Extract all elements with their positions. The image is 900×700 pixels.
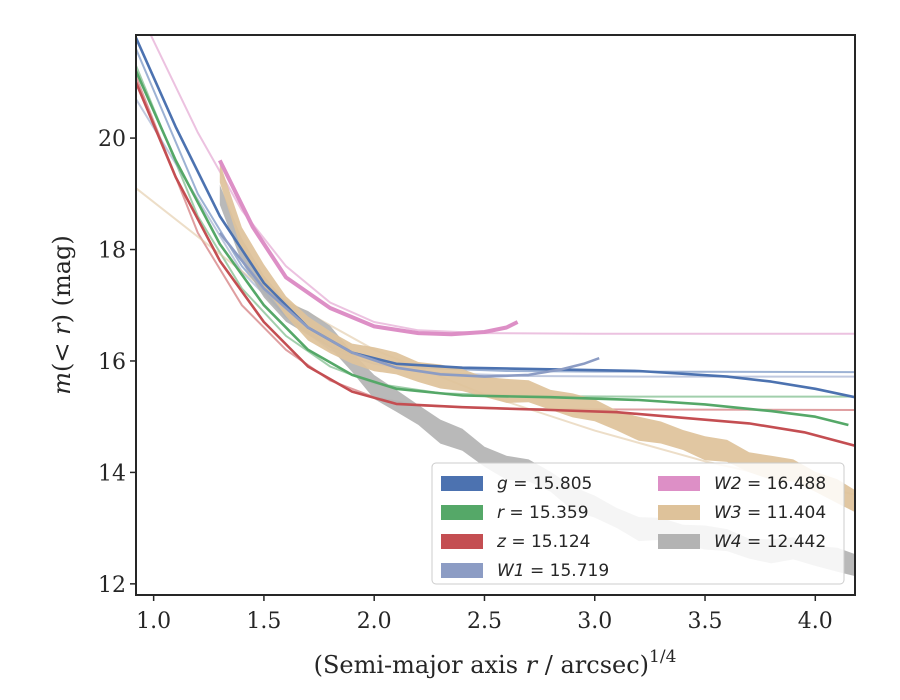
legend-swatch-w1 [441,563,483,578]
y-tick-label: 16 [98,350,126,375]
legend-label-w2: W2 = 16.488 [714,474,826,494]
series-band-w3 [219,162,855,513]
x-axis-label: (Semi-major axis r / arcsec)1/4 [314,647,677,679]
x-tick-label: 3.5 [688,609,723,634]
x-tick-label: 1.0 [136,609,171,634]
legend-label-r: r = 15.359 [497,503,589,523]
legend-swatch-w4 [658,534,700,549]
x-tick-label: 2.0 [357,609,392,634]
x-tick-label: 3.0 [577,609,612,634]
legend-swatch-g [441,476,483,491]
y-axis-label: m(< r) (mag) [48,235,76,395]
legend-label-w3: W3 = 11.404 [714,503,826,523]
legend-label-z: z = 15.124 [496,532,590,552]
legend-swatch-w2 [658,476,700,491]
legend-swatch-r [441,505,483,520]
x-axis: 1.0 1.5 2.0 2.5 3.0 3.5 4.0 [136,595,833,634]
series-line-g [136,37,855,399]
legend-box [431,462,845,585]
series-line-r [136,70,849,427]
series-line-z [136,81,855,447]
plot-frame [135,34,856,596]
legend-label-g: g = 15.805 [497,474,592,494]
series-model-line-w2 [149,35,855,335]
series-line-w1 [218,231,600,378]
x-tick-label: 2.5 [467,609,502,634]
legend-swatch-z [441,534,483,549]
legend-swatch-w3 [658,505,700,520]
y-tick-label: 12 [98,573,126,598]
y-tick-label: 20 [98,127,126,152]
y-axis: 12 14 16 18 20 [98,127,136,598]
x-tick-label: 1.5 [246,609,281,634]
legend: g = 15.805 r = 15.359 z = 15.124 W1 = 15.71… [431,462,845,585]
y-tick-label: 18 [98,239,126,264]
x-tick-label: 4.0 [798,609,833,634]
legend-label-w4: W4 = 12.442 [714,532,826,552]
y-tick-label: 14 [98,461,126,486]
legend-label-w1: W1 = 15.719 [497,561,609,581]
series-line-w2 [218,159,519,337]
